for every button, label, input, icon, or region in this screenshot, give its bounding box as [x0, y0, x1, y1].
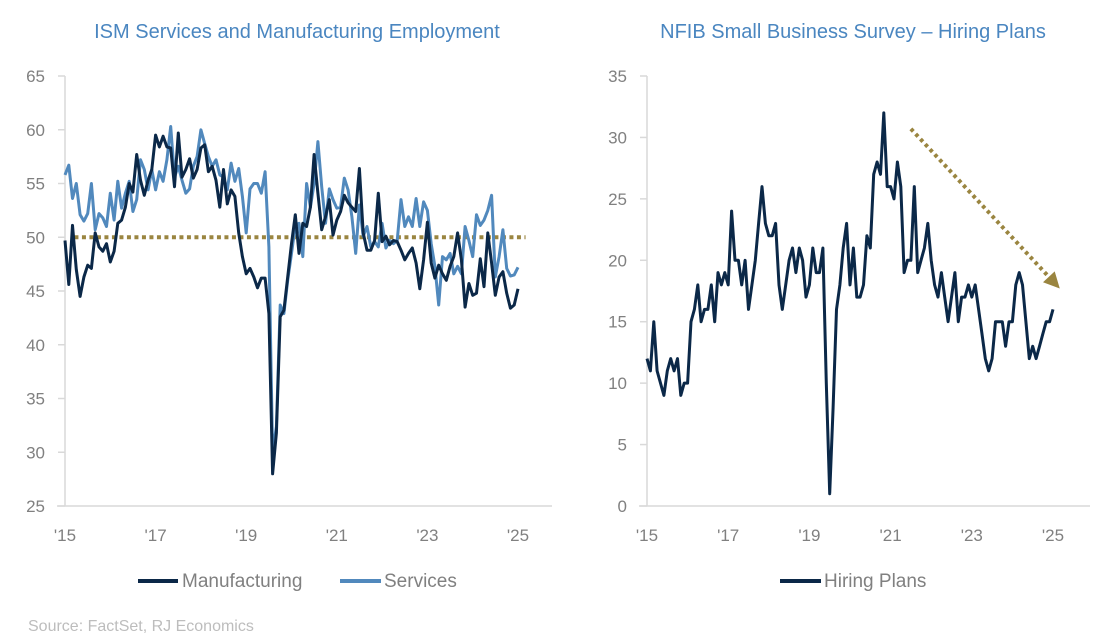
x-tick-label: '15: [54, 526, 76, 545]
y-tick-label: 40: [26, 336, 45, 355]
y-tick-label: 45: [26, 282, 45, 301]
series-line-manufacturing: [63, 131, 520, 476]
legend-label-services: Services: [384, 571, 457, 592]
ism-plot: 25 30 35 40 45 50 55 60 65 '15 '17 '19 '21 '23 '25: [26, 67, 552, 545]
legend-ism: Manufacturing Services: [138, 571, 457, 592]
y-tick-label: 25: [26, 497, 45, 516]
x-tick-label: '23: [961, 526, 983, 545]
x-tick-label: '25: [507, 526, 529, 545]
chart-title-nfib: NFIB Small Business Survey – Hiring Plan…: [660, 21, 1046, 43]
y-tick-label: 35: [608, 67, 627, 86]
x-tick-label: '21: [880, 526, 902, 545]
series-line-services: [63, 125, 520, 455]
x-tick-label: '19: [798, 526, 820, 545]
series-line-hiring-plans: [645, 111, 1055, 496]
y-tick-label: 60: [26, 121, 45, 140]
legend-label-hiring-plans: Hiring Plans: [824, 571, 926, 592]
legend-label-manufacturing: Manufacturing: [182, 571, 302, 592]
x-tick-label: '17: [717, 526, 739, 545]
y-tick-label: 10: [608, 374, 627, 393]
source-note: Source: FactSet, RJ Economics: [28, 618, 254, 635]
y-tick-label: 50: [26, 228, 45, 247]
legend-nfib: Hiring Plans: [780, 571, 926, 592]
chart-title-ism: ISM Services and Manufacturing Employmen…: [94, 21, 500, 43]
y-tick-label: 55: [26, 175, 45, 194]
x-tick-label: '23: [416, 526, 438, 545]
trend-arrow-head: [1043, 271, 1060, 289]
nfib-plot: 0 5 10 15 20 25 30 35 '15 '17 '19 '21 '23 '25: [608, 67, 1090, 545]
y-tick-label: 30: [26, 443, 45, 462]
y-tick-label: 35: [26, 390, 45, 409]
x-tick-label: '19: [235, 526, 257, 545]
x-tick-label: '21: [326, 526, 348, 545]
y-tick-label: 30: [608, 128, 627, 147]
trend-arrow-line: [909, 127, 1051, 279]
y-tick-label: 20: [608, 251, 627, 270]
x-tick-label: '25: [1042, 526, 1064, 545]
x-tick-label: '15: [636, 526, 658, 545]
y-tick-label: 15: [608, 313, 627, 332]
y-tick-label: 5: [618, 436, 627, 455]
y-tick-label: 25: [608, 190, 627, 209]
x-tick-label: '17: [145, 526, 167, 545]
y-tick-label: 0: [618, 497, 627, 516]
y-tick-label: 65: [26, 67, 45, 86]
